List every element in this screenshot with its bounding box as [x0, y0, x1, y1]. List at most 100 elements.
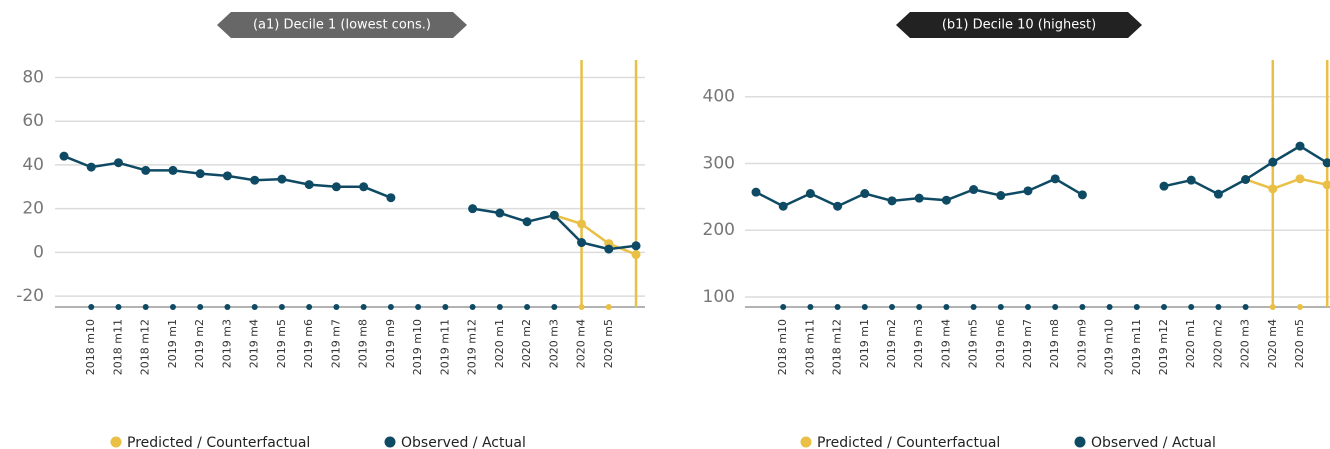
axis-dot — [496, 304, 503, 310]
y-tick-label: 200 — [703, 220, 735, 240]
axis-dot — [1242, 304, 1249, 310]
axis-dot — [387, 304, 394, 310]
x-tick-label: 2019 m12 — [466, 319, 479, 375]
legend-label: Predicted / Counterfactual — [127, 435, 310, 449]
title-banner — [896, 12, 1142, 38]
legend-marker — [110, 436, 122, 448]
data-point — [522, 217, 532, 227]
data-point — [86, 162, 96, 172]
x-tick-label: 2019 m3 — [220, 319, 233, 368]
data-point — [577, 219, 587, 229]
axis-dot — [578, 304, 585, 310]
x-tick-label: 2019 m4 — [939, 319, 952, 368]
axis-dot — [1106, 304, 1113, 310]
data-point — [805, 189, 815, 199]
x-tick-label: 2019 m2 — [885, 319, 898, 368]
axis-dot — [442, 304, 449, 310]
data-point — [1268, 157, 1278, 167]
legend-marker — [1074, 436, 1086, 448]
x-tick-label: 2019 m1 — [858, 319, 871, 368]
axis-dot — [943, 304, 950, 310]
data-point — [331, 182, 341, 192]
x-tick-label: 2019 m11 — [1130, 319, 1143, 375]
x-tick-label: 2019 m5 — [275, 319, 288, 368]
y-tick-label: 40 — [22, 155, 44, 175]
axis-dot — [251, 304, 258, 310]
axis-dot — [88, 304, 95, 310]
x-tick-label: 2018 m10 — [84, 319, 97, 375]
data-point — [1186, 175, 1196, 185]
x-tick-label: 2020 m2 — [520, 319, 533, 368]
data-point — [168, 165, 178, 175]
x-tick-label: 2019 m7 — [329, 319, 342, 368]
x-tick-label: 2020 m3 — [547, 319, 560, 368]
data-point — [359, 182, 369, 192]
legend-marker — [800, 436, 812, 448]
x-tick-label: 2019 m9 — [1075, 319, 1088, 368]
x-tick-label: 2019 m12 — [1157, 319, 1170, 375]
data-point — [1295, 174, 1305, 184]
x-tick-label: 2019 m5 — [967, 319, 980, 368]
axis-dot — [834, 304, 841, 310]
axis-dot — [1161, 304, 1167, 310]
data-point — [631, 241, 641, 251]
axis-dot — [1215, 304, 1222, 310]
axis-dot — [1269, 304, 1276, 310]
axis-dot — [306, 304, 313, 310]
data-point — [577, 238, 587, 248]
axis-dot — [278, 304, 285, 310]
x-tick-label: 2020 m1 — [1184, 319, 1197, 368]
x-tick-label: 2019 m9 — [384, 319, 397, 368]
data-point — [1213, 189, 1223, 199]
data-point — [1322, 180, 1330, 190]
x-tick-label: 2020 m3 — [1239, 319, 1252, 368]
data-point — [1322, 158, 1330, 168]
data-point — [969, 185, 979, 195]
axis-dot — [469, 304, 476, 310]
axis-dot — [1079, 304, 1086, 310]
x-tick-label: 2019 m1 — [166, 319, 179, 368]
y-tick-label: 60 — [22, 111, 44, 131]
data-point — [495, 208, 505, 218]
data-point — [468, 204, 478, 214]
x-tick-label: 2019 m6 — [994, 319, 1007, 368]
data-point — [195, 169, 205, 179]
data-point — [141, 165, 151, 175]
x-tick-label: 2018 m11 — [111, 319, 124, 375]
x-tick-label: 2020 m4 — [575, 319, 588, 368]
legend-label: Observed / Actual — [1091, 435, 1216, 449]
axis-dot — [889, 304, 895, 310]
axis-dot — [115, 304, 122, 310]
axis-dot — [605, 304, 612, 310]
data-point — [914, 193, 924, 203]
x-tick-label: 2018 m11 — [803, 319, 816, 375]
chart-title: (b1) Decile 10 (highest) — [942, 18, 1096, 33]
data-point — [860, 189, 870, 199]
axis-dot — [807, 304, 814, 310]
data-point — [751, 187, 761, 197]
x-tick-label: 2018 m12 — [831, 319, 844, 375]
axis-dot — [970, 304, 977, 310]
series-line — [553, 214, 637, 256]
axis-dot — [169, 304, 176, 310]
x-tick-label: 2020 m2 — [1211, 319, 1224, 368]
legend-label: Observed / Actual — [401, 435, 526, 449]
axis-dot — [1188, 304, 1195, 310]
axis-dot — [997, 304, 1004, 310]
x-tick-label: 2019 m8 — [357, 319, 370, 368]
axis-dot — [861, 304, 868, 310]
data-point — [386, 193, 396, 203]
x-tick-label: 2019 m11 — [438, 319, 451, 375]
x-tick-label: 2019 m3 — [912, 319, 925, 368]
y-tick-label: 100 — [703, 287, 735, 307]
axis-dot — [916, 304, 923, 310]
data-point — [1077, 190, 1087, 200]
series-line — [1245, 177, 1328, 191]
axis-dot — [1297, 304, 1303, 310]
x-tick-label: 2019 m10 — [1103, 319, 1116, 375]
y-tick-label: -20 — [16, 286, 44, 306]
data-point — [277, 174, 287, 184]
axis-dot — [142, 304, 149, 310]
data-point — [887, 196, 897, 206]
y-tick-label: 80 — [22, 67, 44, 87]
